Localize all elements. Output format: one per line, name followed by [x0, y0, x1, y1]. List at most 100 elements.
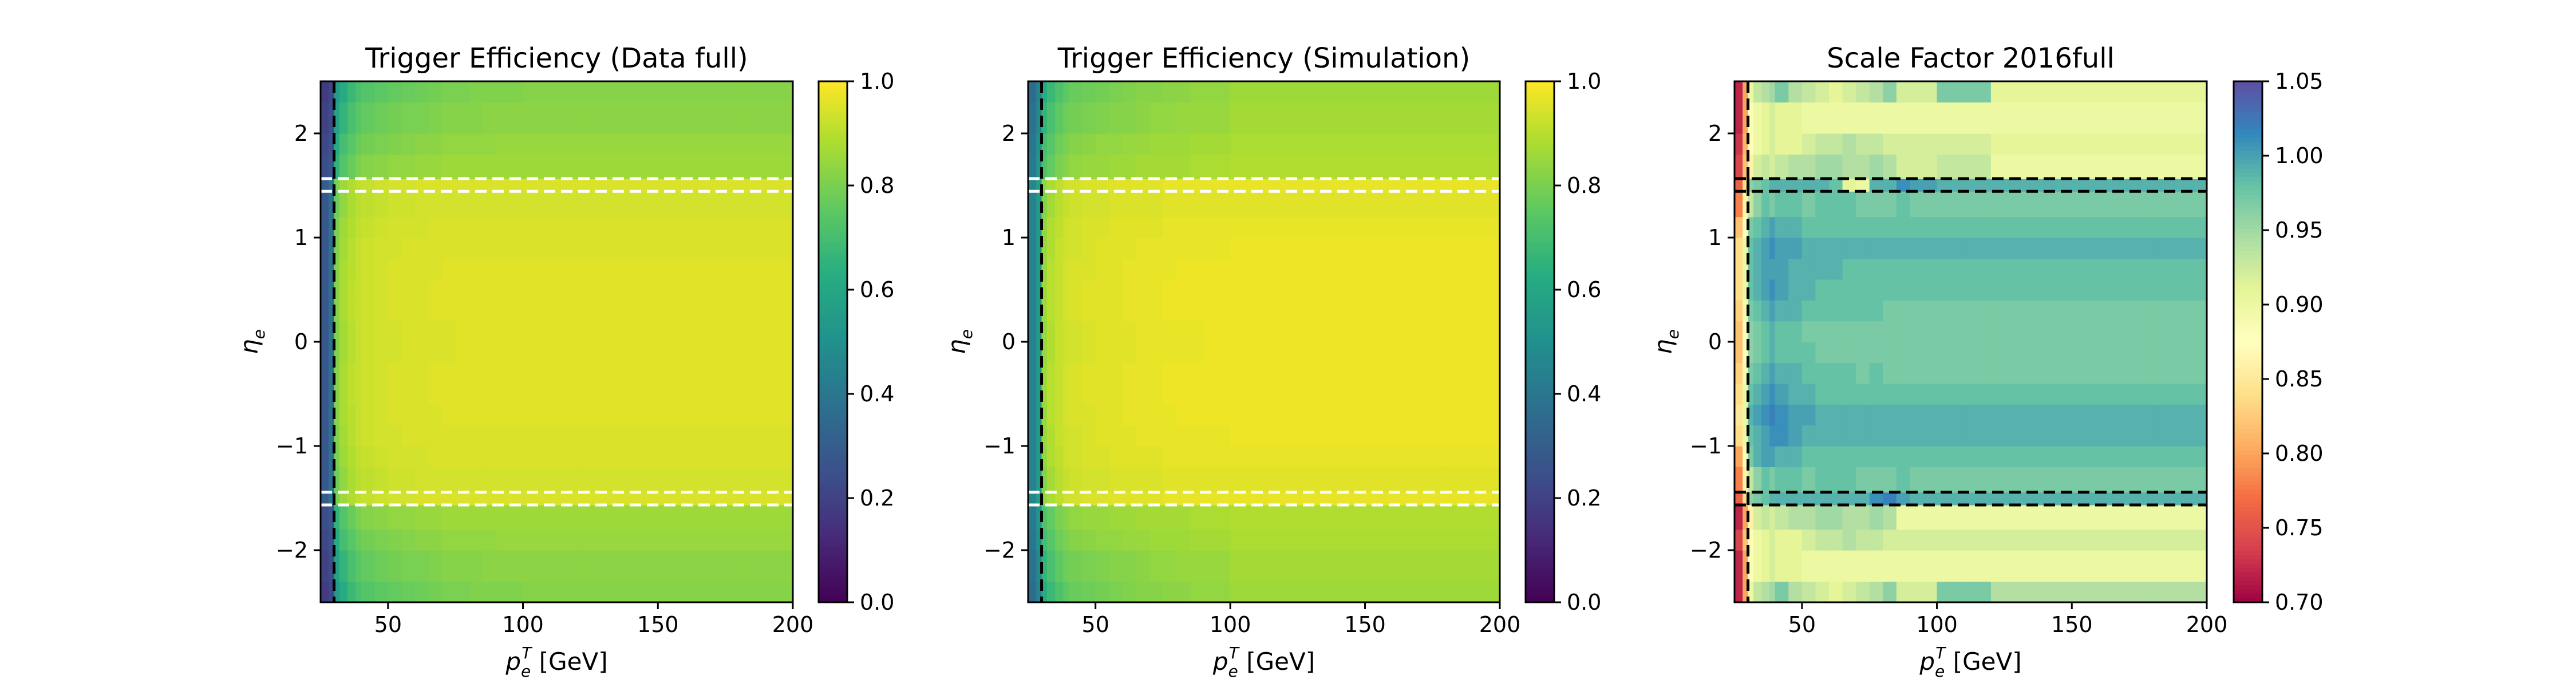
- heatmap-cell: [1761, 102, 1770, 134]
- heatmap-cell: [550, 258, 578, 280]
- heatmap-cell: [1055, 446, 1064, 467]
- heatmap-cell: [1801, 425, 1816, 447]
- heatmap-cell: [1122, 102, 1136, 134]
- colorbar-segment: [2234, 567, 2262, 572]
- heatmap-cell: [482, 258, 497, 280]
- heatmap-cell: [329, 178, 335, 192]
- colorbar-segment: [819, 441, 847, 447]
- heatmap-cell: [1910, 404, 1938, 426]
- colorbar-segment: [2234, 159, 2262, 164]
- heatmap-cell: [442, 404, 456, 426]
- heatmap-cell: [738, 529, 793, 551]
- heatmap-cell: [482, 178, 497, 192]
- heatmap-cell: [1769, 216, 1776, 238]
- heatmap-cell: [1063, 216, 1069, 238]
- heatmap-cell: [1769, 258, 1776, 280]
- heatmap-cell: [1149, 383, 1164, 405]
- heatmap-cell: [1815, 425, 1830, 447]
- heatmap-cell: [1257, 425, 1285, 447]
- heatmap-cell: [2045, 154, 2100, 179]
- heatmap-cell: [738, 446, 793, 467]
- heatmap-cell: [1937, 81, 1965, 102]
- heatmap-cell: [1910, 362, 1938, 384]
- heatmap-cell: [1829, 581, 1843, 603]
- colorbar-segment: [819, 242, 847, 247]
- heatmap-cell: [1842, 492, 1856, 506]
- heatmap-cell: [1028, 505, 1037, 530]
- heatmap-cell: [1109, 300, 1123, 322]
- heatmap-cell: [1856, 133, 1870, 155]
- heatmap-cell: [334, 446, 340, 467]
- heatmap-cell: [1775, 102, 1789, 134]
- heatmap-cell: [1095, 581, 1109, 603]
- heatmap-cell: [469, 191, 483, 218]
- heatmap-cell: [374, 133, 389, 155]
- heatmap-cell: [1136, 404, 1150, 426]
- heatmap-cell: [388, 505, 402, 530]
- heatmap-cell: [1937, 102, 1965, 134]
- heatmap-cell: [523, 425, 551, 447]
- heatmap-cell: [1028, 404, 1037, 426]
- heatmap-cell: [482, 133, 497, 155]
- heatmap-cell: [1815, 492, 1830, 506]
- heatmap-cell: [1190, 300, 1204, 322]
- heatmap-cell: [550, 505, 578, 530]
- heatmap-cell: [482, 300, 497, 322]
- heatmap-cell: [329, 425, 335, 447]
- heatmap-cell: [1801, 238, 1816, 259]
- heatmap-cell: [1203, 191, 1231, 218]
- heatmap-cell: [2099, 258, 2154, 280]
- heatmap-cell: [1815, 81, 1830, 102]
- colorbar-segment: [2234, 211, 2262, 216]
- heatmap-cell: [1109, 133, 1123, 155]
- heatmap-cell: [1896, 102, 1911, 134]
- heatmap-cell: [685, 321, 740, 342]
- heatmap-cell: [1743, 529, 1749, 551]
- heatmap-cell: [428, 258, 442, 280]
- heatmap-cell: [1163, 321, 1177, 342]
- heatmap-cell: [1230, 550, 1258, 582]
- colorbar-segment: [819, 589, 847, 594]
- heatmap-cell: [361, 279, 375, 301]
- heatmap-cell: [1046, 258, 1056, 280]
- colorbar-segment: [819, 554, 847, 559]
- heatmap-cell: [1856, 425, 1870, 447]
- heatmap-cell: [1748, 362, 1754, 384]
- heatmap-cell: [1883, 581, 1897, 603]
- heatmap-cell: [2045, 383, 2100, 405]
- heatmap-cell: [1883, 404, 1897, 426]
- colorbar-tick-label: 0.0: [1567, 590, 1601, 615]
- heatmap-cell: [1068, 383, 1082, 405]
- heatmap-cell: [1095, 383, 1109, 405]
- heatmap-cell: [1082, 258, 1096, 280]
- heatmap-cell: [1788, 258, 1803, 280]
- heatmap-cell: [1203, 81, 1231, 102]
- heatmap-cell: [523, 81, 551, 102]
- heatmap-cell: [1743, 216, 1749, 238]
- heatmap-cell: [1046, 550, 1056, 582]
- colorbar-segment: [819, 550, 847, 555]
- heatmap-cell: [347, 178, 356, 192]
- colorbar-segment: [819, 489, 847, 495]
- heatmap-cell: [1149, 191, 1164, 218]
- colorbar-segment: [2234, 228, 2262, 234]
- heatmap-cell: [442, 446, 456, 467]
- heatmap-cell: [1769, 467, 1776, 493]
- heatmap-cell: [523, 581, 551, 603]
- heatmap-cell: [2152, 529, 2207, 551]
- heatmap-cell: [388, 342, 402, 363]
- heatmap-cell: [1910, 238, 1938, 259]
- heatmap-cell: [1095, 505, 1109, 530]
- heatmap-cell: [374, 342, 389, 363]
- colorbar-segment: [1526, 290, 1554, 295]
- colorbar-segment: [2234, 172, 2262, 177]
- heatmap-cell: [1735, 238, 1743, 259]
- heatmap-cell: [1136, 342, 1150, 363]
- heatmap-cell: [374, 383, 389, 405]
- heatmap-cell: [1392, 300, 1447, 322]
- heatmap-cell: [1163, 425, 1177, 447]
- heatmap-cell: [1769, 550, 1776, 582]
- heatmap-cell: [1937, 342, 1965, 363]
- colorbar-segment: [2234, 120, 2262, 125]
- colorbar-segment: [819, 133, 847, 139]
